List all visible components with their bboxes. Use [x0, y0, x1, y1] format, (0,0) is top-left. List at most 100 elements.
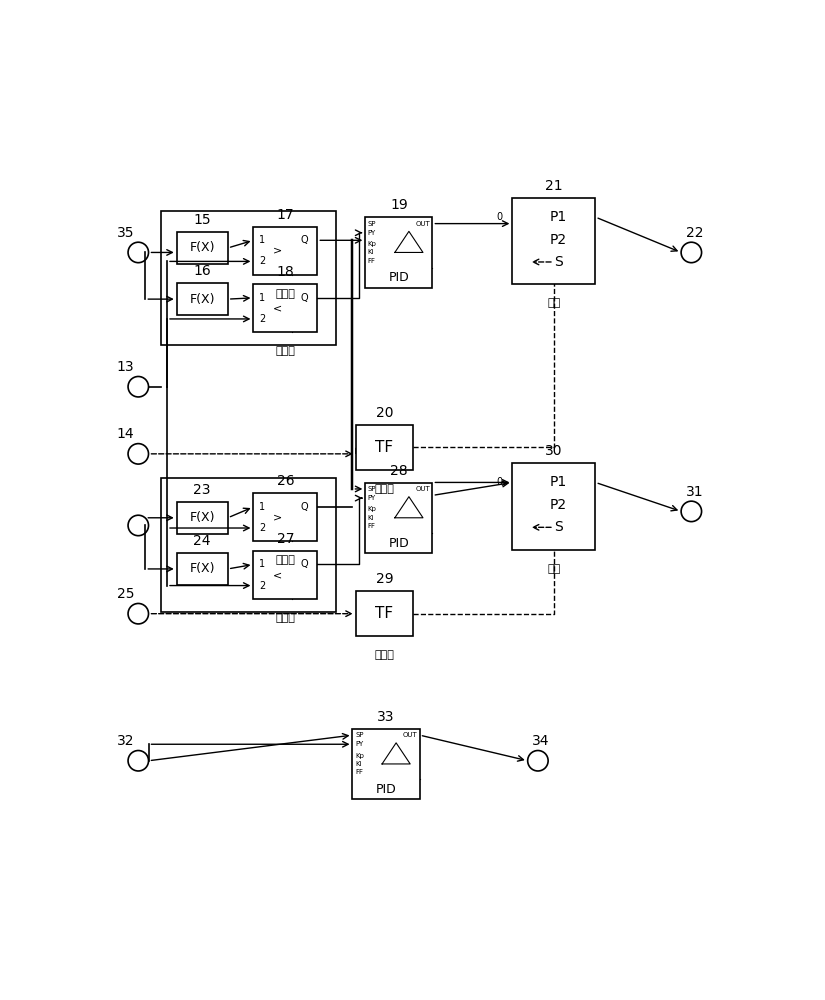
Text: SP: SP: [355, 732, 364, 738]
Text: F(X): F(X): [190, 562, 215, 575]
Text: FF: FF: [355, 769, 363, 775]
Bar: [177, 502, 228, 534]
Text: 31: 31: [686, 485, 704, 499]
Text: TF: TF: [375, 440, 394, 455]
Text: Q: Q: [301, 502, 309, 512]
Bar: [177, 283, 228, 315]
Text: FF: FF: [368, 258, 376, 264]
Bar: [253, 493, 318, 541]
Text: 23: 23: [194, 483, 211, 497]
Text: 29: 29: [375, 572, 394, 586]
Text: <: <: [272, 570, 281, 580]
Text: F(X): F(X): [190, 511, 215, 524]
Text: Kp: Kp: [368, 506, 377, 512]
Bar: [365, 483, 432, 553]
Text: 21: 21: [545, 179, 563, 193]
Text: 14: 14: [116, 427, 134, 441]
Text: 28: 28: [390, 464, 408, 478]
Text: 30: 30: [545, 444, 563, 458]
Text: OUT: OUT: [416, 486, 431, 492]
Text: OUT: OUT: [403, 732, 417, 738]
Text: 32: 32: [117, 734, 134, 748]
Text: 35: 35: [117, 226, 134, 240]
Polygon shape: [382, 743, 410, 764]
Bar: [512, 463, 596, 550]
Polygon shape: [395, 497, 423, 518]
Text: 13: 13: [116, 360, 134, 374]
Text: 22: 22: [686, 226, 703, 240]
Text: 2: 2: [259, 256, 266, 266]
Text: 24: 24: [194, 534, 211, 548]
Text: Kp: Kp: [355, 753, 364, 759]
Bar: [161, 211, 337, 345]
Text: >: >: [272, 512, 281, 522]
Text: Ki: Ki: [368, 249, 375, 255]
Text: 18: 18: [276, 265, 295, 279]
Bar: [512, 198, 596, 284]
Text: 17: 17: [276, 208, 295, 222]
Polygon shape: [395, 231, 423, 252]
Text: P1: P1: [549, 210, 567, 224]
Text: P2: P2: [549, 233, 567, 247]
Text: Kp: Kp: [368, 241, 377, 247]
Bar: [356, 425, 413, 470]
Text: Q: Q: [301, 293, 309, 303]
Text: 25: 25: [117, 587, 134, 601]
Bar: [253, 284, 318, 332]
Text: 比较块: 比较块: [276, 613, 295, 623]
Text: FF: FF: [368, 523, 376, 529]
Text: 1: 1: [259, 293, 266, 303]
Text: Ki: Ki: [355, 761, 361, 767]
Bar: [177, 553, 228, 585]
Bar: [365, 217, 432, 288]
Text: >: >: [272, 246, 281, 256]
Text: F(X): F(X): [190, 241, 215, 254]
Text: P2: P2: [549, 498, 567, 512]
Text: 切换: 切换: [547, 564, 560, 574]
Text: 0: 0: [497, 212, 502, 222]
Text: S: S: [554, 255, 563, 269]
Text: 33: 33: [377, 710, 395, 724]
Text: 延时断: 延时断: [375, 484, 394, 494]
Bar: [352, 729, 420, 799]
Text: PY: PY: [368, 495, 376, 501]
Text: OUT: OUT: [416, 221, 431, 227]
Text: 2: 2: [259, 581, 266, 591]
Text: SP: SP: [368, 486, 376, 492]
Text: 1: 1: [259, 559, 266, 569]
Text: 比较块: 比较块: [276, 346, 295, 356]
Text: <: <: [272, 303, 281, 313]
Text: 27: 27: [276, 532, 294, 546]
Text: 1: 1: [259, 502, 266, 512]
Bar: [253, 227, 318, 275]
Text: 1: 1: [259, 235, 266, 245]
Text: 19: 19: [390, 198, 408, 212]
Text: 2: 2: [259, 314, 266, 324]
Bar: [161, 478, 337, 612]
Text: SP: SP: [368, 221, 376, 227]
Text: 26: 26: [276, 474, 295, 488]
Text: P1: P1: [549, 475, 567, 489]
Bar: [253, 551, 318, 599]
Text: F(X): F(X): [190, 293, 215, 306]
Bar: [356, 591, 413, 636]
Text: 切换: 切换: [547, 298, 560, 308]
Text: 2: 2: [259, 523, 266, 533]
Text: PY: PY: [355, 741, 363, 747]
Text: PID: PID: [375, 783, 397, 796]
Text: S: S: [554, 520, 563, 534]
Text: PID: PID: [389, 537, 409, 550]
Text: 比较块: 比较块: [276, 289, 295, 299]
Text: 16: 16: [193, 264, 211, 278]
Text: PY: PY: [368, 230, 376, 236]
Text: 比较块: 比较块: [276, 556, 295, 566]
Text: 34: 34: [532, 734, 549, 748]
Text: 15: 15: [193, 213, 211, 227]
Text: 20: 20: [375, 406, 394, 420]
Bar: [177, 232, 228, 264]
Text: 延时断: 延时断: [375, 650, 394, 660]
Text: PID: PID: [389, 271, 409, 284]
Text: Q: Q: [301, 235, 309, 245]
Text: Q: Q: [301, 559, 309, 569]
Text: TF: TF: [375, 606, 394, 621]
